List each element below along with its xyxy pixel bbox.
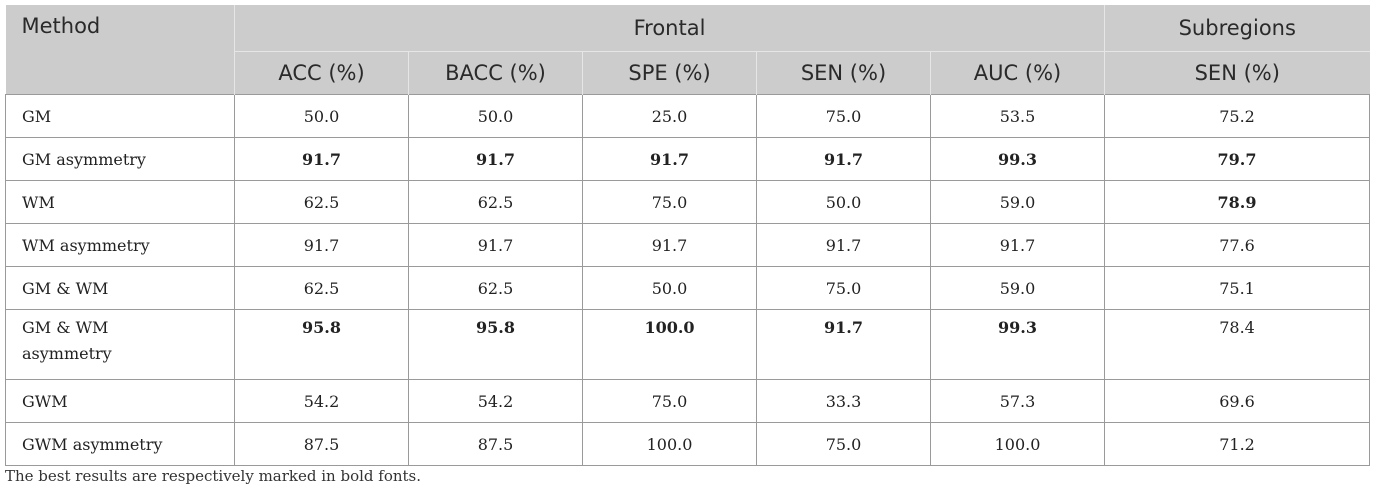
- header-bacc: BACC (%): [408, 51, 583, 95]
- row-value: 75.0: [756, 266, 931, 310]
- row-value: 91.7: [408, 137, 583, 181]
- row-value: 33.3: [756, 379, 931, 423]
- row-method: GM & WM: [5, 266, 235, 310]
- table-row: GM & WM 62.5 62.5 50.0 75.0 59.0 75.1: [5, 266, 1371, 310]
- row-value: 75.0: [582, 379, 757, 423]
- header-frontal: Frontal: [234, 5, 1106, 52]
- row-value: 99.3: [929, 309, 1106, 380]
- row-value: 75.0: [756, 422, 931, 466]
- row-value: 62.5: [234, 266, 409, 310]
- row-value: 62.5: [234, 180, 409, 224]
- row-value: 78.4: [1104, 309, 1371, 380]
- table-row: GWM asymmetry 87.5 87.5 100.0 75.0 100.0 71.2: [5, 422, 1371, 466]
- row-value: 75.0: [756, 94, 931, 138]
- row-value: 50.0: [582, 266, 757, 310]
- row-value: 95.8: [408, 309, 583, 380]
- row-value: 91.7: [756, 309, 931, 380]
- row-value: 62.5: [408, 266, 583, 310]
- header-subregions-sen: SEN (%): [1104, 51, 1370, 95]
- row-value: 91.7: [582, 223, 757, 267]
- row-value: 91.7: [582, 137, 757, 181]
- row-value: 50.0: [234, 94, 409, 138]
- row-value: 50.0: [756, 180, 931, 224]
- results-table: Method Frontal Subregions ACC (%) BACC (…: [5, 5, 1371, 466]
- row-method: GWM: [5, 379, 235, 423]
- row-value: 79.7: [1104, 137, 1371, 181]
- row-value: 91.7: [756, 137, 931, 181]
- row-value: 75.0: [582, 180, 757, 224]
- row-value: 87.5: [408, 422, 583, 466]
- row-value: 54.2: [234, 379, 409, 423]
- row-value: 87.5: [234, 422, 409, 466]
- row-method: GM: [5, 94, 235, 138]
- row-value: 75.1: [1104, 266, 1371, 310]
- row-value: 50.0: [408, 94, 583, 138]
- row-value: 78.9: [1104, 180, 1371, 224]
- header-subregions: Subregions: [1104, 5, 1370, 52]
- row-method: WM: [5, 180, 235, 224]
- table-row: WM 62.5 62.5 75.0 50.0 59.0 78.9: [5, 180, 1371, 224]
- row-value: 54.2: [408, 379, 583, 423]
- row-value: 91.7: [234, 137, 409, 181]
- table-row: WM asymmetry 91.7 91.7 91.7 91.7 91.7 77.6: [5, 223, 1371, 267]
- row-method-line: asymmetry: [22, 344, 112, 363]
- row-value: 100.0: [929, 422, 1106, 466]
- row-value: 91.7: [234, 223, 409, 267]
- header-sen: SEN (%): [756, 51, 931, 95]
- row-value: 69.6: [1104, 379, 1371, 423]
- row-method: GM & WM asymmetry: [5, 309, 235, 380]
- table-row: GWM 54.2 54.2 75.0 33.3 57.3 69.6: [5, 379, 1371, 423]
- row-value: 59.0: [929, 266, 1106, 310]
- row-value: 95.8: [234, 309, 409, 380]
- row-method: WM asymmetry: [5, 223, 235, 267]
- row-value: 99.3: [929, 137, 1106, 181]
- table-row: GM 50.0 50.0 25.0 75.0 53.5 75.2: [5, 94, 1371, 138]
- table-row: GM asymmetry 91.7 91.7 91.7 91.7 99.3 79.7: [5, 137, 1371, 181]
- row-value: 62.5: [408, 180, 583, 224]
- row-value: 53.5: [929, 94, 1106, 138]
- header-method: Method: [5, 5, 235, 95]
- table-body: GM 50.0 50.0 25.0 75.0 53.5 75.2 GM asymmetry 91…: [5, 94, 1371, 466]
- row-value: 71.2: [1104, 422, 1371, 466]
- header-auc: AUC (%): [930, 51, 1106, 95]
- row-value: 59.0: [929, 180, 1106, 224]
- row-method-line: GM & WM: [22, 318, 109, 337]
- table-footnote: The best results are respectively marked…: [5, 467, 422, 485]
- row-value: 91.7: [756, 223, 931, 267]
- table-header: Method Frontal Subregions ACC (%) BACC (…: [5, 5, 1370, 95]
- row-method: GWM asymmetry: [5, 422, 235, 466]
- row-value: 91.7: [408, 223, 583, 267]
- row-value: 100.0: [582, 422, 757, 466]
- row-value: 25.0: [582, 94, 757, 138]
- row-value: 100.0: [582, 309, 757, 380]
- row-method: GM asymmetry: [5, 137, 235, 181]
- header-acc: ACC (%): [234, 51, 409, 95]
- row-value: 57.3: [929, 379, 1106, 423]
- row-value: 77.6: [1104, 223, 1371, 267]
- table-row: GM & WM asymmetry 95.8 95.8 100.0 91.7 99.3 78.…: [5, 309, 1371, 380]
- row-value: 75.2: [1104, 94, 1371, 138]
- header-spe: SPE (%): [582, 51, 757, 95]
- row-value: 91.7: [929, 223, 1106, 267]
